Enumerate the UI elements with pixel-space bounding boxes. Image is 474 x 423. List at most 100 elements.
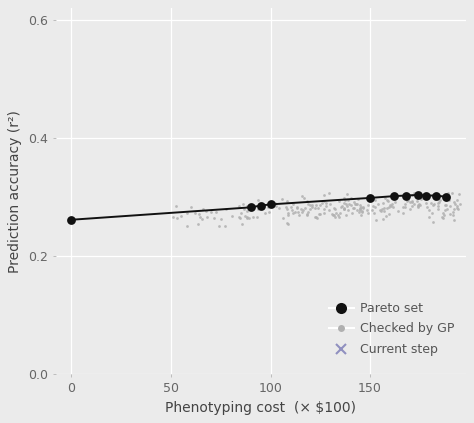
Point xyxy=(284,210,292,217)
Point xyxy=(313,214,321,221)
Point xyxy=(383,213,390,220)
Point xyxy=(195,211,202,217)
Point xyxy=(386,201,394,208)
Point xyxy=(340,205,348,212)
Point xyxy=(401,200,409,207)
Point xyxy=(450,198,457,205)
Point xyxy=(194,221,201,228)
Point xyxy=(425,207,433,214)
Y-axis label: Prediction accuracy (r²): Prediction accuracy (r²) xyxy=(9,110,22,273)
Point xyxy=(329,212,337,219)
Point xyxy=(415,201,423,208)
Point xyxy=(365,202,372,209)
Point xyxy=(312,201,320,208)
Point xyxy=(430,201,438,208)
Point xyxy=(368,207,376,214)
Point xyxy=(447,211,454,217)
Point xyxy=(294,209,301,216)
Point xyxy=(320,191,328,198)
Point xyxy=(363,207,371,214)
Point xyxy=(350,199,358,206)
Point xyxy=(422,192,429,199)
Point xyxy=(385,203,393,210)
Point xyxy=(279,215,287,222)
Point xyxy=(298,192,306,199)
Point xyxy=(360,205,367,212)
Point xyxy=(68,217,75,223)
Point xyxy=(188,203,195,210)
Point xyxy=(222,206,229,213)
Point xyxy=(283,205,291,212)
Point xyxy=(351,201,359,208)
Point xyxy=(454,205,461,212)
Point xyxy=(283,220,290,226)
Point xyxy=(417,202,424,209)
Point xyxy=(298,209,306,216)
Point xyxy=(283,198,291,205)
Point xyxy=(340,204,348,211)
Point xyxy=(359,203,367,210)
Point xyxy=(335,214,343,220)
Point xyxy=(261,210,269,217)
Point xyxy=(432,192,439,199)
Point xyxy=(442,193,449,200)
Point xyxy=(443,205,451,212)
Point xyxy=(440,212,448,219)
Point xyxy=(236,214,244,221)
Point xyxy=(298,206,305,213)
Point xyxy=(410,201,418,207)
Point xyxy=(191,210,199,217)
Point xyxy=(320,206,328,213)
Point xyxy=(431,195,439,202)
Point xyxy=(353,201,360,208)
Point xyxy=(349,204,356,211)
Point xyxy=(371,197,379,204)
Point xyxy=(249,214,256,221)
Point xyxy=(368,195,376,202)
Point xyxy=(272,202,280,209)
Point xyxy=(372,203,379,210)
Point xyxy=(366,195,374,201)
Point xyxy=(414,198,421,204)
Point xyxy=(391,199,399,206)
Point xyxy=(425,214,433,221)
Point xyxy=(328,210,336,217)
Point xyxy=(414,204,421,211)
Point xyxy=(373,217,380,224)
Point xyxy=(341,196,349,203)
Point xyxy=(215,222,223,229)
Point xyxy=(311,214,319,221)
Point xyxy=(303,198,310,205)
Point xyxy=(403,198,411,205)
Point xyxy=(415,203,422,209)
Point xyxy=(415,201,422,208)
Point xyxy=(239,201,247,207)
Point xyxy=(304,201,312,208)
Point xyxy=(289,210,297,217)
Point xyxy=(358,207,366,214)
Point xyxy=(237,209,245,216)
Point xyxy=(442,206,449,213)
Point xyxy=(428,210,435,217)
Point xyxy=(318,200,326,206)
Point xyxy=(299,207,307,214)
Point xyxy=(378,206,386,212)
Point xyxy=(455,191,462,198)
Point xyxy=(434,205,441,212)
Point xyxy=(320,209,328,216)
Point xyxy=(200,206,207,212)
Point xyxy=(282,203,290,210)
Point xyxy=(356,202,364,209)
Point xyxy=(408,198,416,205)
Point xyxy=(265,209,273,215)
Point xyxy=(257,202,264,209)
Point xyxy=(309,203,316,210)
Point xyxy=(399,204,407,211)
Point xyxy=(343,202,351,209)
Point xyxy=(385,211,393,217)
Point xyxy=(326,189,333,196)
Point xyxy=(454,206,462,212)
Point xyxy=(293,205,301,212)
Point xyxy=(338,203,346,210)
Point xyxy=(414,192,422,198)
